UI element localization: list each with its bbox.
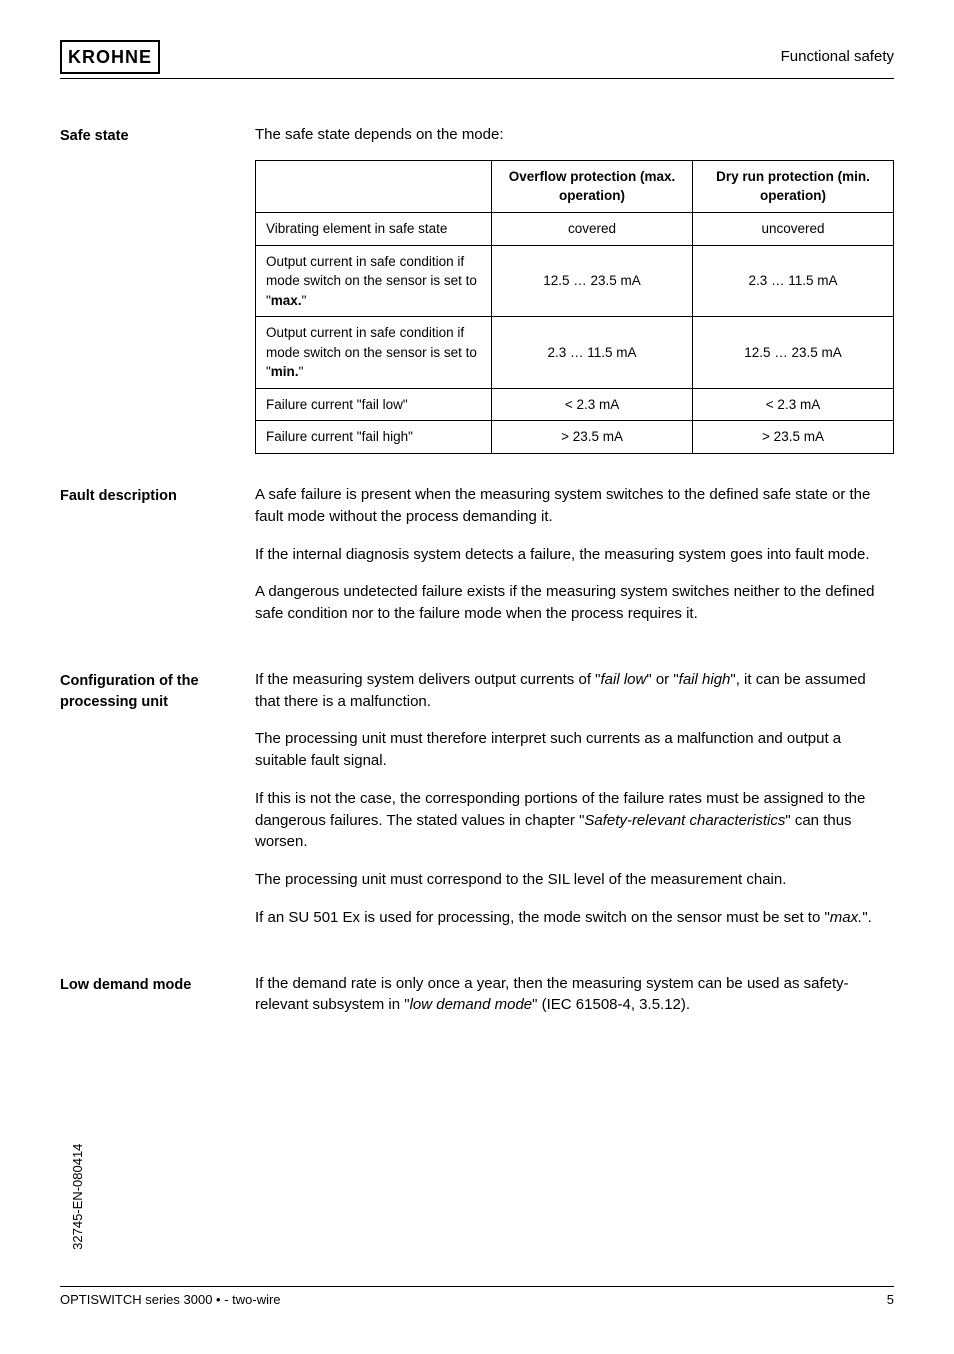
footer-left: OPTISWITCH series 3000 • - two-wire	[60, 1291, 281, 1310]
table-row: Output current in safe condition if mode…	[256, 317, 894, 389]
table-header-dryrun: Dry run protection (min. operation)	[693, 160, 894, 212]
config-p5: If an SU 501 Ex is used for processing, …	[255, 907, 894, 929]
safe-state-table: Overflow protection (max. operation) Dry…	[255, 160, 894, 454]
table-row: Vibrating element in safe state covered …	[256, 212, 894, 245]
header-section-title: Functional safety	[781, 46, 894, 68]
config-p4: The processing unit must correspond to t…	[255, 869, 894, 891]
fault-desc-p2: If the internal diagnosis system detects…	[255, 544, 894, 566]
safe-state-label: Safe state	[60, 124, 255, 147]
table-header-overflow: Overflow protection (max. operation)	[492, 160, 693, 212]
table-row: Failure current "fail low" < 2.3 mA < 2.…	[256, 388, 894, 421]
doc-id-vertical: 32745-EN-080414	[69, 1144, 88, 1250]
fault-desc-p1: A safe failure is present when the measu…	[255, 484, 894, 528]
low-demand-label: Low demand mode	[60, 973, 255, 996]
low-demand-p1: If the demand rate is only once a year, …	[255, 973, 894, 1017]
config-p2: The processing unit must therefore inter…	[255, 728, 894, 772]
fault-description-label: Fault description	[60, 484, 255, 507]
page-header: KROHNE Functional safety	[60, 40, 894, 79]
fault-desc-p3: A dangerous undetected failure exists if…	[255, 581, 894, 625]
config-p1: If the measuring system delivers output …	[255, 669, 894, 713]
logo: KROHNE	[60, 40, 160, 74]
safe-state-intro: The safe state depends on the mode:	[255, 124, 894, 146]
table-row: Failure current "fail high" > 23.5 mA > …	[256, 421, 894, 454]
table-row: Output current in safe condition if mode…	[256, 245, 894, 317]
config-p3: If this is not the case, the correspondi…	[255, 788, 894, 853]
config-label: Configuration of the processing unit	[60, 669, 255, 713]
page-footer: OPTISWITCH series 3000 • - two-wire 5	[60, 1286, 894, 1310]
page-number: 5	[887, 1291, 894, 1310]
